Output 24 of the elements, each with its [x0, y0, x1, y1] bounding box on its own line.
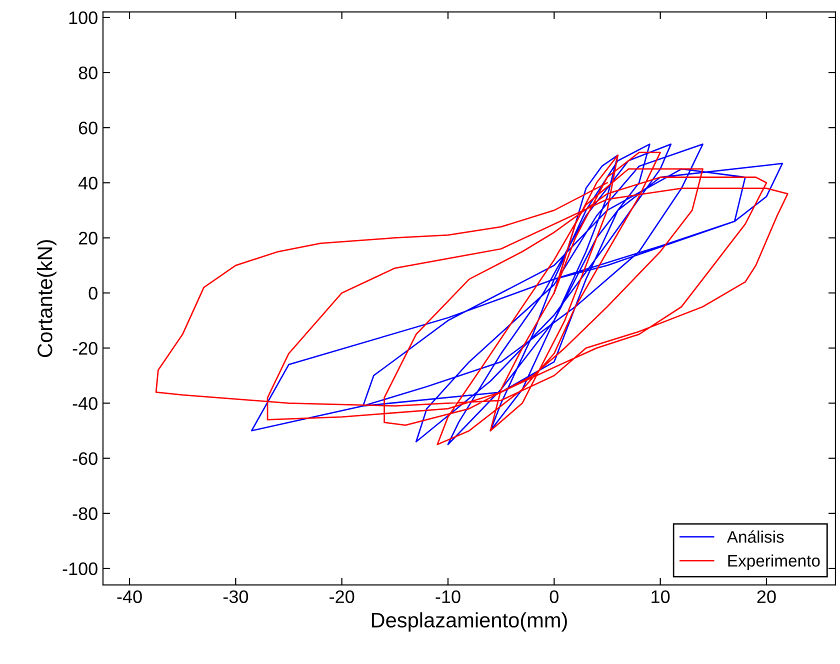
line-series: [155, 152, 788, 446]
x-tick-label: 10: [652, 590, 670, 604]
x-tick-label: 0: [550, 590, 558, 604]
y-tick-label: 40: [78, 176, 98, 190]
y-tick-label: 80: [78, 66, 98, 80]
y-tick-label: 60: [78, 122, 98, 134]
y-tick-label: 100: [69, 11, 98, 24]
legend-label: Experimento: [728, 554, 820, 570]
x-tick-label: -30: [223, 590, 248, 604]
x-tick-label: 20: [757, 590, 776, 604]
legend-label: Análisis: [726, 530, 784, 543]
x-tick-label: -10: [436, 590, 460, 604]
y-tick-label: -20: [72, 342, 98, 355]
y-tick-label: -60: [72, 452, 98, 465]
x-tick-label: -20: [330, 590, 354, 604]
y-tick-label: 20: [78, 232, 98, 245]
x-tick-label: -40: [117, 590, 142, 604]
line-series: [250, 143, 784, 446]
y-tick-label: -80: [72, 507, 98, 520]
y-axis-title: Cortante(kN): [37, 240, 56, 358]
y-tick-label: -100: [62, 562, 98, 576]
y-tick-label: -40: [72, 397, 98, 410]
y-tick-label: 0: [88, 286, 98, 300]
x-axis-title: Desplazamiento(mm): [372, 612, 567, 632]
